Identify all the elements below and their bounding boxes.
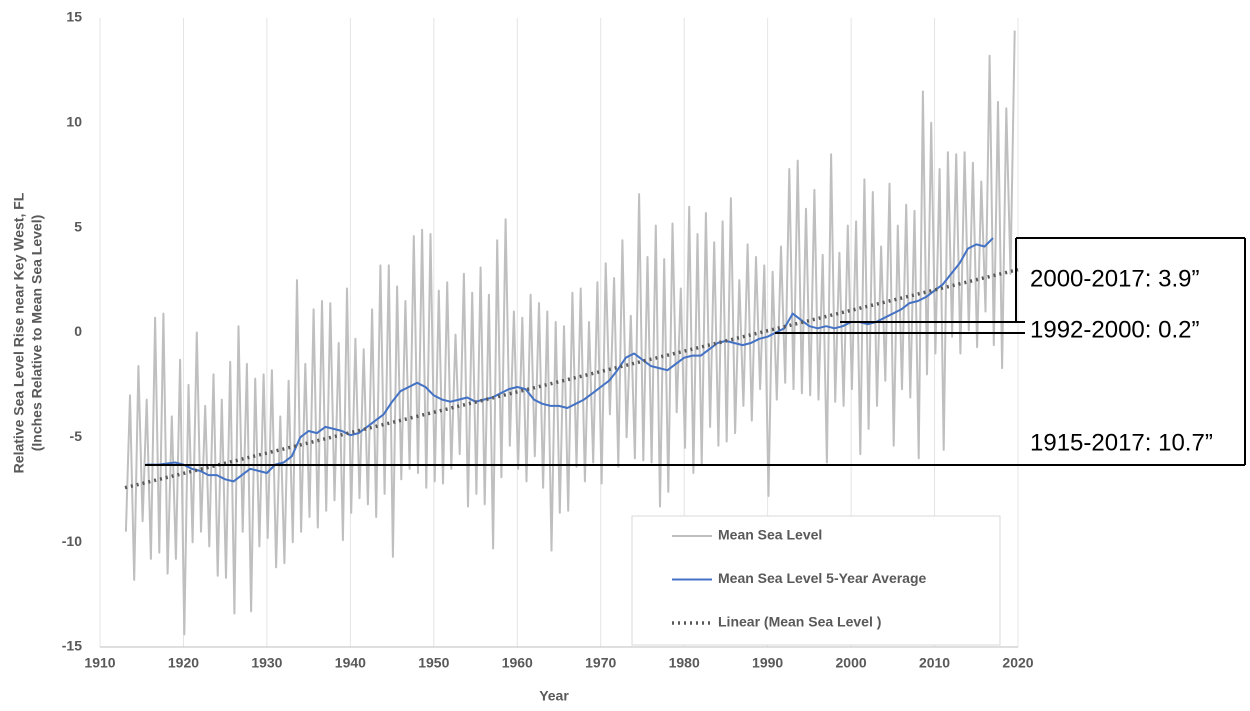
x-axis-title: Year bbox=[539, 688, 569, 704]
x-tick-label: 1980 bbox=[669, 655, 700, 671]
x-tick-label: 2020 bbox=[1002, 655, 1033, 671]
legend-label: Mean Sea Level bbox=[718, 527, 822, 543]
x-tick-label: 2010 bbox=[919, 655, 950, 671]
x-tick-label: 2000 bbox=[836, 655, 867, 671]
annotation: 1915-2017: 10.7” bbox=[1030, 429, 1213, 456]
legend: Mean Sea Level Mean Sea Level 5-Year Aver… bbox=[672, 527, 927, 630]
annotation: 2000-2017: 3.9” bbox=[1030, 265, 1199, 292]
x-tick-label: 1990 bbox=[752, 655, 783, 671]
x-tick-label: 1970 bbox=[585, 655, 616, 671]
y-tick-label: 10 bbox=[66, 114, 82, 130]
y-tick-label: 15 bbox=[66, 9, 82, 25]
annotation: 1992-2000: 0.2” bbox=[1030, 316, 1199, 343]
y-axis-title: (Inches Relative to Mean Sea Level) bbox=[29, 215, 45, 452]
annotation-brackets bbox=[145, 237, 1246, 466]
x-tick-label: 1920 bbox=[168, 655, 199, 671]
x-tick-label: 1930 bbox=[251, 655, 282, 671]
x-tick-label: 1960 bbox=[502, 655, 533, 671]
y-tick-label: 5 bbox=[74, 218, 82, 234]
y-tick-label: 0 bbox=[74, 323, 82, 339]
legend-label: Mean Sea Level 5-Year Average bbox=[718, 570, 927, 586]
x-tick-label: 1950 bbox=[418, 655, 449, 671]
y-tick-label: -5 bbox=[70, 428, 83, 444]
series-line bbox=[124, 30, 1016, 636]
y-tick-label: -10 bbox=[62, 533, 82, 549]
x-tick-label: 1940 bbox=[335, 655, 366, 671]
y-axis-title: Relative Sea Level Rise near Key West, F… bbox=[11, 192, 27, 473]
y-tick-label: -15 bbox=[62, 638, 82, 654]
legend-label: Linear (Mean Sea Level ) bbox=[718, 614, 881, 630]
x-tick-label: 1910 bbox=[84, 655, 115, 671]
